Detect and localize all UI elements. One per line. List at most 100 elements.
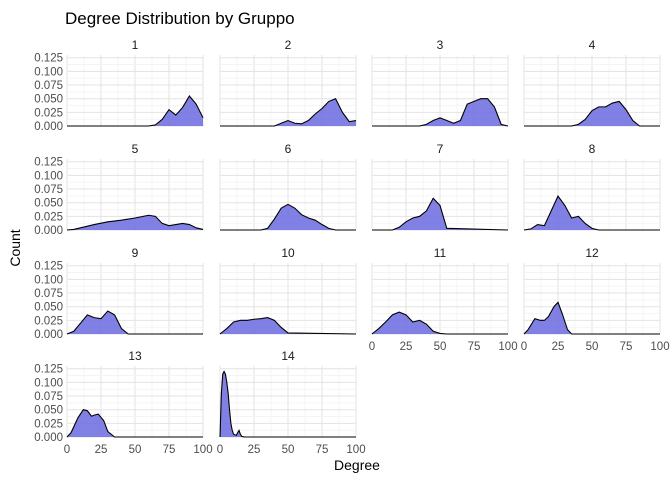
density-line-7 [372, 197, 509, 231]
x-tick-label: 100 [498, 341, 517, 353]
facet-panel-11: 11 0 25 50 75 100 [369, 246, 518, 353]
x-tick-label: 50 [129, 444, 142, 456]
x-tick-label: 25 [400, 341, 413, 353]
density-area-3 [372, 98, 508, 126]
density-area-8 [524, 196, 660, 230]
chart-title: Degree Distribution by Gruppo [65, 9, 295, 28]
x-tick-label: 25 [248, 444, 261, 456]
density-area-12 [524, 302, 660, 334]
facet-strip-label: 1 [132, 38, 139, 52]
facet-strip-label: 11 [434, 246, 447, 260]
density-area-13 [67, 409, 203, 437]
density-line-12 [523, 301, 660, 335]
density-line-9 [66, 310, 203, 335]
density-area-11 [372, 312, 508, 334]
facet-panel-2: 2 [219, 38, 357, 127]
facet-strip-label: 4 [589, 38, 596, 52]
facet-strip-label: 10 [281, 246, 295, 260]
facet-panel-12: 12 0 25 50 75 100 [521, 246, 670, 353]
density-line-5 [66, 214, 204, 231]
density-area-10 [220, 317, 356, 334]
facet-strip-label: 3 [437, 38, 444, 52]
facet-strip-label: 5 [132, 142, 139, 156]
facet-strip-label: 12 [585, 246, 599, 260]
density-line-3 [372, 98, 509, 127]
x-tick-label: 75 [316, 444, 329, 456]
facet-panel-4: 4 [523, 38, 661, 127]
facet-strip-label: 6 [285, 142, 292, 156]
x-tick-label: 25 [95, 444, 108, 456]
density-line-14 [219, 370, 356, 438]
density-area-2 [220, 98, 356, 126]
x-tick-label: 75 [620, 341, 633, 353]
facet-strip-label: 14 [281, 349, 295, 363]
x-tick-label: 100 [193, 444, 212, 456]
y-tick-label: 0.050 [34, 405, 63, 417]
density-area-4 [524, 101, 660, 126]
x-tick-label: 0 [64, 444, 70, 456]
y-tick-label: 0.125 [34, 53, 63, 65]
density-line-8 [523, 195, 660, 231]
y-tick-label: 0.125 [34, 261, 63, 273]
x-tick-label: 50 [434, 341, 447, 353]
y-tick-label: 0.075 [34, 80, 63, 92]
facet-panel-10: 10 [219, 246, 357, 335]
density-area-6 [220, 204, 356, 230]
x-tick-label: 50 [586, 341, 599, 353]
y-tick-label: 0.075 [34, 184, 63, 196]
density-area-9 [67, 311, 203, 334]
y-tick-label: 0.050 [34, 94, 63, 106]
density-area-1 [67, 95, 203, 126]
x-tick-label: 0 [369, 341, 375, 353]
y-tick-label: 0.075 [34, 288, 63, 300]
y-tick-label: 0.000 [34, 225, 63, 237]
density-line-13 [66, 409, 203, 438]
y-tick-label: 0.000 [34, 121, 63, 133]
x-tick-label: 50 [282, 444, 295, 456]
x-tick-label: 0 [217, 444, 223, 456]
density-line-11 [371, 311, 508, 335]
y-axis-label: Count [7, 229, 23, 266]
x-tick-label: 0 [521, 341, 527, 353]
facet-strip-label: 8 [589, 142, 596, 156]
facet-panel-3: 3 [371, 38, 509, 127]
facet-panel-6: 6 [219, 142, 357, 231]
x-tick-label: 100 [650, 341, 669, 353]
y-tick-label: 0.025 [34, 211, 63, 223]
facet-strip-label: 2 [285, 38, 292, 52]
x-tick-label: 25 [552, 341, 565, 353]
y-tick-label: 0.125 [34, 364, 63, 376]
density-line-10 [219, 317, 357, 335]
y-tick-label: 0.125 [34, 157, 63, 169]
facet-panel-8: 8 [523, 142, 661, 231]
facet-strip-label: 9 [132, 246, 139, 260]
density-line-1 [67, 95, 204, 127]
x-tick-label: 100 [346, 444, 365, 456]
y-tick-label: 0.050 [34, 302, 63, 314]
y-tick-label: 0.000 [34, 432, 63, 444]
density-line-2 [220, 97, 357, 127]
density-line-6 [220, 203, 356, 231]
density-line-4 [524, 100, 660, 127]
x-tick-label: 75 [163, 444, 176, 456]
facet-panel-14: 14 0 25 50 75 100 [217, 349, 366, 456]
y-tick-label: 0.100 [34, 377, 63, 389]
facet-panel-7: 7 [371, 142, 509, 231]
y-tick-label: 0.025 [34, 418, 63, 430]
y-tick-label: 0.050 [34, 198, 63, 210]
y-tick-label: 0.100 [34, 274, 63, 286]
facet-strip-label: 7 [437, 142, 444, 156]
x-axis-label: Degree [334, 457, 380, 473]
density-area-5 [67, 215, 203, 230]
y-tick-label: 0.000 [34, 329, 63, 341]
y-tick-label: 0.025 [34, 107, 63, 119]
y-tick-label: 0.075 [34, 391, 63, 403]
y-tick-label: 0.025 [34, 315, 63, 327]
y-tick-label: 0.100 [34, 66, 63, 78]
